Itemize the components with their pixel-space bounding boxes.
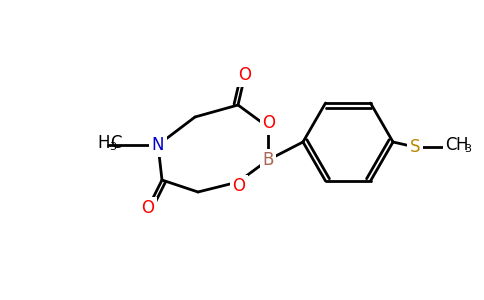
Text: H: H	[97, 134, 110, 152]
Text: C: C	[110, 134, 122, 152]
Text: N: N	[152, 136, 164, 154]
Text: 3: 3	[109, 142, 116, 152]
Text: H: H	[455, 136, 468, 154]
Text: O: O	[262, 114, 275, 132]
Text: O: O	[141, 199, 154, 217]
Text: B: B	[262, 151, 273, 169]
Text: O: O	[232, 177, 245, 195]
Text: O: O	[239, 66, 252, 84]
Text: C: C	[445, 136, 456, 154]
Text: S: S	[410, 138, 420, 156]
Text: 3: 3	[464, 144, 471, 154]
